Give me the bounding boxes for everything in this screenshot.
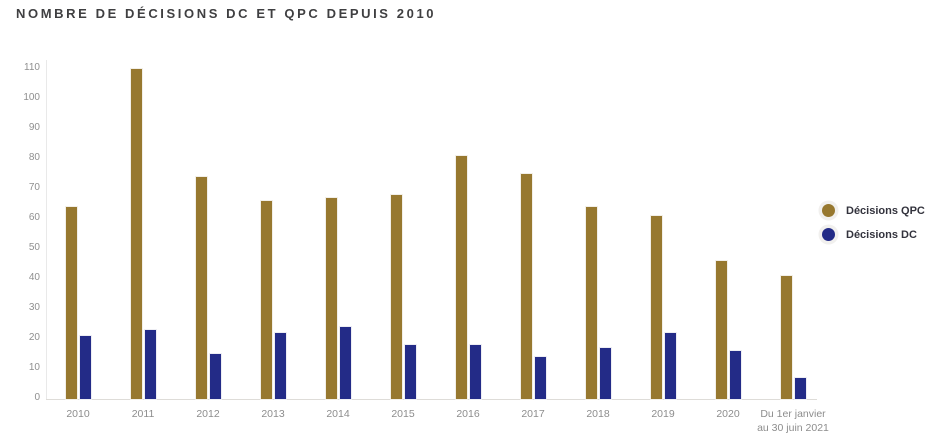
bar-dc xyxy=(144,330,156,399)
x-tick-label: 2017 xyxy=(521,408,545,420)
chart-title: NOMBRE DE DÉCISIONS DC ET QPC DEPUIS 201… xyxy=(16,6,437,21)
x-tick-label: 2016 xyxy=(456,408,480,420)
y-tick-label: 20 xyxy=(28,332,40,343)
bar-qpc xyxy=(650,216,662,399)
bar-dc xyxy=(469,345,481,399)
bar-group xyxy=(501,174,565,399)
y-tick-label: 0 xyxy=(34,392,40,403)
bar-qpc xyxy=(195,177,207,399)
y-axis-line xyxy=(46,60,47,399)
bar-qpc xyxy=(390,195,402,399)
bar-group xyxy=(761,276,825,399)
bar-group xyxy=(436,156,500,399)
bar-dc xyxy=(209,354,221,399)
bar-dc xyxy=(404,345,416,399)
legend-item: Décisions DC xyxy=(822,228,925,241)
bar-qpc xyxy=(260,201,272,399)
legend-swatch-icon xyxy=(822,228,835,241)
chart-legend: Décisions QPC Décisions DC xyxy=(822,204,925,241)
bar-dc xyxy=(794,378,806,399)
legend-label: Décisions DC xyxy=(846,228,917,241)
bar-qpc xyxy=(130,69,142,399)
x-axis-line xyxy=(46,399,817,400)
bar-group xyxy=(566,207,630,399)
x-tick-label: 2019 xyxy=(651,408,675,420)
bar-group xyxy=(241,201,305,399)
bar-dc xyxy=(599,348,611,399)
bar-dc xyxy=(729,351,741,399)
bar-qpc xyxy=(325,198,337,399)
bar-group xyxy=(306,198,370,399)
bar-qpc xyxy=(585,207,597,399)
y-tick-label: 30 xyxy=(28,302,40,313)
y-tick-label: 40 xyxy=(28,272,40,283)
bar-qpc xyxy=(780,276,792,399)
bar-dc xyxy=(79,336,91,399)
x-tick-label: 2020 xyxy=(716,408,740,420)
bar-dc xyxy=(274,333,286,399)
x-tick-label: 2014 xyxy=(326,408,350,420)
bar-group xyxy=(631,216,695,399)
bar-group xyxy=(111,69,175,399)
bar-dc xyxy=(339,327,351,399)
y-tick-label: 50 xyxy=(28,242,40,253)
x-tick-label: 2011 xyxy=(131,408,155,420)
y-tick-label: 100 xyxy=(23,92,40,103)
bar-group xyxy=(46,207,110,399)
x-tick-label: 2015 xyxy=(391,408,415,420)
x-tick-label: 2013 xyxy=(261,408,285,420)
bar-dc xyxy=(534,357,546,399)
x-tick-label: Du 1er janvier au 30 juin 2021 xyxy=(757,408,829,435)
bar-dc xyxy=(664,333,676,399)
bar-qpc xyxy=(65,207,77,399)
bar-group xyxy=(371,195,435,399)
bar-group xyxy=(176,177,240,399)
x-tick-label: 2012 xyxy=(196,408,220,420)
x-tick-label: 2010 xyxy=(66,408,90,420)
y-tick-label: 70 xyxy=(28,182,40,193)
x-tick-label: 2018 xyxy=(586,408,610,420)
y-tick-label: 60 xyxy=(28,212,40,223)
bar-qpc xyxy=(455,156,467,399)
bar-qpc xyxy=(715,261,727,399)
legend-label: Décisions QPC xyxy=(846,204,925,217)
y-tick-label: 10 xyxy=(28,362,40,373)
legend-item: Décisions QPC xyxy=(822,204,925,217)
y-tick-label: 110 xyxy=(24,62,40,73)
bar-group xyxy=(696,261,760,399)
y-tick-label: 80 xyxy=(28,152,40,163)
y-tick-label: 90 xyxy=(28,122,40,133)
bar-qpc xyxy=(520,174,532,399)
legend-swatch-icon xyxy=(822,204,835,217)
